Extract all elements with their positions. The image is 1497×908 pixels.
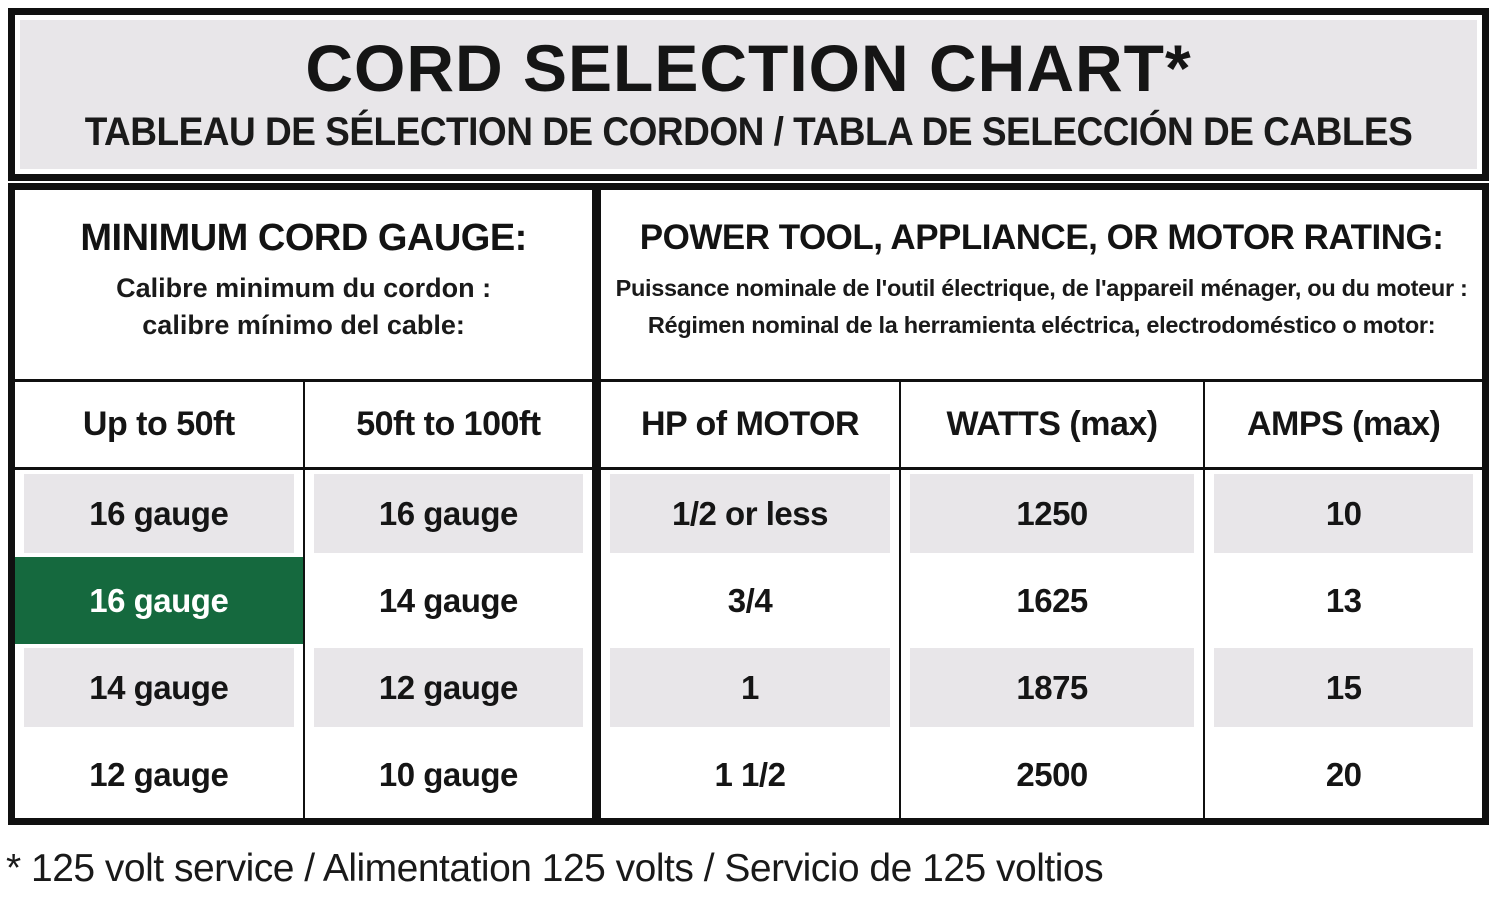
table-cell: 10 bbox=[1205, 470, 1482, 557]
table-cell: 14 gauge bbox=[305, 557, 602, 645]
table-cell: 20 bbox=[1325, 755, 1362, 793]
section-heading: MINIMUM CORD GAUGE: bbox=[80, 216, 527, 259]
column-header-amps-max: AMPS (max) bbox=[1205, 382, 1482, 471]
table-cell: 1 bbox=[601, 644, 901, 732]
table-cell: 13 bbox=[1325, 581, 1362, 619]
table-grid: MINIMUM CORD GAUGE: Calibre minimum du c… bbox=[15, 190, 1482, 819]
title-box: CORD SELECTION CHART* TABLEAU DE SÉLECTI… bbox=[8, 8, 1489, 182]
section-subtext-es: Régimen nominal de la herramienta eléctr… bbox=[647, 311, 1436, 338]
chart-subtitle: TABLEAU DE SÉLECTION DE CORDON / TABLA D… bbox=[84, 109, 1413, 154]
highlighted-cell-16-gauge: 16 gauge bbox=[15, 557, 305, 645]
table-cell: 12 gauge bbox=[305, 644, 602, 732]
table-cell: 1250 bbox=[901, 470, 1206, 558]
section-header-minimum-cord-gauge: MINIMUM CORD GAUGE: Calibre minimum du c… bbox=[15, 190, 602, 383]
table-cell: 3/4 bbox=[601, 557, 901, 645]
section-subtext-fr: Calibre minimum du cordon : bbox=[116, 272, 492, 303]
column-header-hp-of-motor: HP of MOTOR bbox=[601, 382, 901, 471]
section-subtext-es: calibre mínimo del cable: bbox=[142, 310, 465, 341]
table-cell: 12 gauge bbox=[15, 731, 305, 819]
column-header-watts-max: WATTS (max) bbox=[900, 382, 1206, 471]
table-cell: 1/2 or less bbox=[601, 470, 901, 558]
table-cell: 16 gauge bbox=[15, 470, 305, 558]
section-subtext-fr: Puissance nominale de l'outil électrique… bbox=[615, 275, 1468, 302]
table-cell: 16 gauge bbox=[305, 470, 602, 558]
cord-selection-table: MINIMUM CORD GAUGE: Calibre minimum du c… bbox=[8, 183, 1489, 826]
table-cell: 15 bbox=[1205, 644, 1482, 731]
table-cell: 10 gauge bbox=[305, 731, 602, 819]
table-cell: 1625 bbox=[901, 557, 1206, 645]
table-cell: 2500 bbox=[901, 731, 1206, 819]
footnote-125-volt-service: * 125 volt service / Alimentation 125 vo… bbox=[6, 847, 1104, 891]
section-heading: POWER TOOL, APPLIANCE, OR MOTOR RATING: bbox=[639, 218, 1444, 258]
table-cell: 1 1/2 bbox=[601, 731, 901, 819]
title-panel: CORD SELECTION CHART* TABLEAU DE SÉLECTI… bbox=[20, 20, 1477, 170]
table-cell: 1875 bbox=[901, 644, 1206, 732]
section-header-motor-rating: POWER TOOL, APPLIANCE, OR MOTOR RATING: … bbox=[601, 190, 1482, 383]
column-header-up-to-50ft: Up to 50ft bbox=[15, 382, 305, 471]
table-cell: 14 gauge bbox=[15, 644, 305, 732]
column-header-50ft-to-100ft: 50ft to 100ft bbox=[304, 382, 602, 471]
chart-title: CORD SELECTION CHART* bbox=[305, 31, 1192, 105]
